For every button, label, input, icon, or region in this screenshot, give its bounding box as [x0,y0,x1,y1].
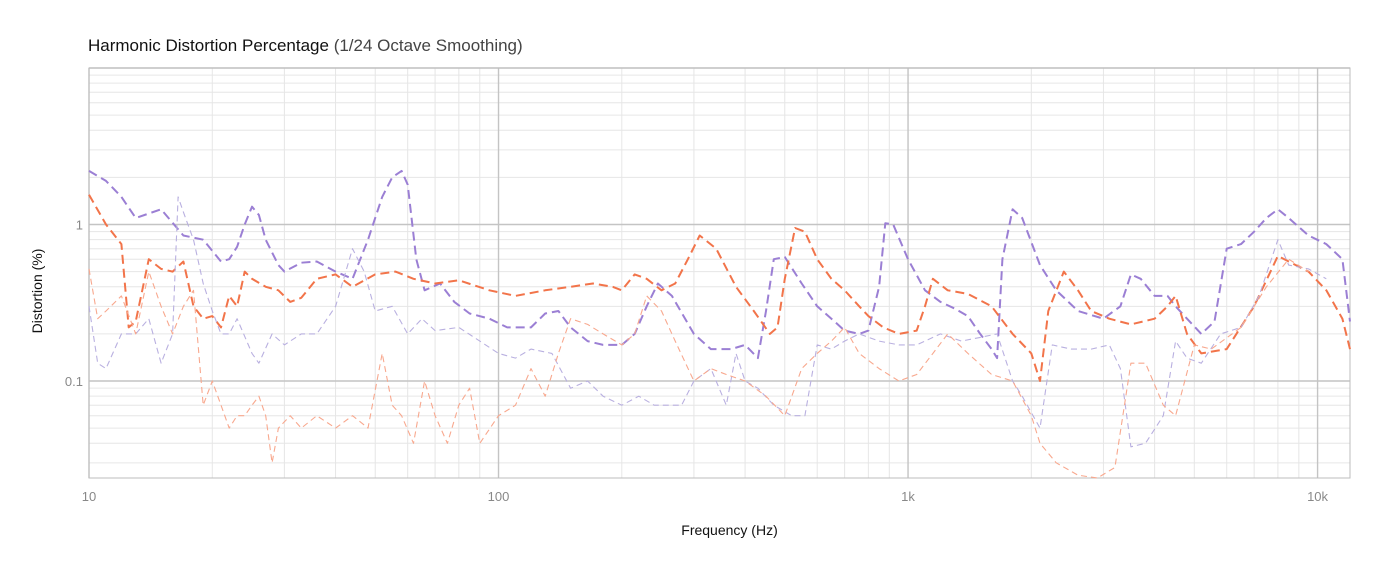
series-line-2 [88,194,1351,382]
plot-frame [88,67,1351,479]
series-line-4 [88,258,1309,479]
chart-title: Harmonic Distortion Percentage (1/24 Oct… [88,36,523,56]
x-tick-label: 10k [1307,489,1328,504]
chart-title-main: Harmonic Distortion Percentage [88,36,329,55]
y-tick-label: 1 [76,218,83,233]
grid-minor [89,68,1350,478]
x-tick-label: 100 [488,489,510,504]
tick-labels: 10 100 1k 10k 0.1 1 [65,218,1329,504]
grid-major [88,67,1350,478]
series-line-3 [88,196,1327,448]
series-line-1 [88,169,1351,360]
x-axis-label: Frequency (Hz) [681,522,777,538]
x-tick-label: 10 [82,489,96,504]
x-tick-label: 1k [901,489,915,504]
series-layer [88,169,1351,479]
chart-subtitle: (1/24 Octave Smoothing) [333,36,523,55]
y-tick-label: 0.1 [65,374,83,389]
y-axis-label: Distortion (%) [29,249,45,334]
